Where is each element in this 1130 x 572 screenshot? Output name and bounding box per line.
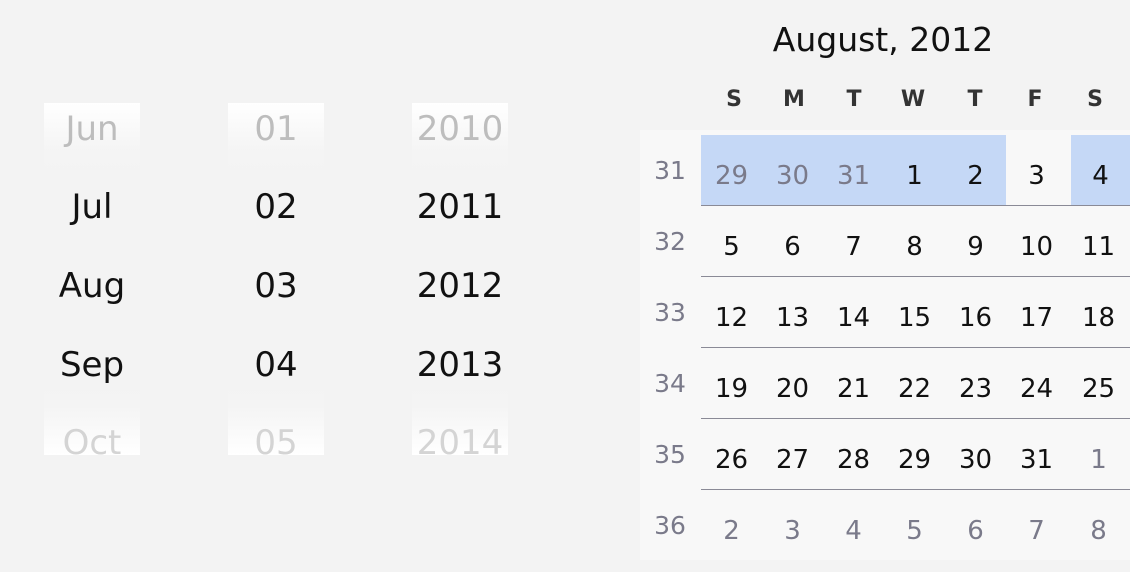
day-cell[interactable]: 14 (836, 303, 871, 333)
day-option-selected[interactable]: 03 (254, 266, 298, 306)
calendar-grid: 31 29 30 31 1 2 3 4 32 5 6 7 8 9 10 11 3… (640, 130, 1130, 560)
day-cell[interactable]: 5 (906, 516, 923, 546)
year-spinner[interactable]: 2010 2011 2012 2013 2014 (412, 103, 508, 463)
day-option-prev[interactable]: 02 (254, 187, 298, 227)
day-cell[interactable]: 8 (906, 232, 923, 262)
weekday-sun: S (726, 87, 742, 112)
day-cell[interactable]: 19 (714, 374, 749, 404)
weekday-fri: F (1027, 87, 1043, 112)
week-number: 31 (654, 156, 686, 185)
day-cell[interactable]: 2 (723, 516, 740, 546)
weekday-wed: W (900, 87, 926, 112)
day-cell[interactable]: 3 (1006, 135, 1067, 205)
day-option-next[interactable]: 04 (254, 345, 298, 385)
month-option-next[interactable]: Sep (59, 345, 125, 385)
day-cell[interactable]: 8 (1090, 516, 1107, 546)
day-cell[interactable]: 6 (784, 232, 801, 262)
day-cell[interactable]: 20 (775, 374, 810, 404)
week-row: 35 26 27 28 29 30 31 1 (640, 419, 1130, 490)
week-divider (701, 347, 1130, 348)
week-number: 36 (654, 511, 686, 540)
day-cell[interactable]: 23 (958, 374, 993, 404)
day-cell[interactable]: 30 (762, 135, 823, 205)
day-cell[interactable]: 2 (945, 135, 1006, 205)
year-option-prev[interactable]: 2011 (416, 187, 504, 227)
day-option-next2[interactable]: 05 (254, 423, 298, 463)
week-row: 36 2 3 4 5 6 7 8 (640, 490, 1130, 561)
month-option-selected[interactable]: Aug (58, 266, 126, 306)
day-cell[interactable]: 31 (1019, 445, 1054, 475)
day-cell[interactable]: 22 (897, 374, 932, 404)
week-number: 35 (654, 440, 686, 469)
day-cell[interactable]: 10 (1019, 232, 1054, 262)
day-cell[interactable]: 9 (967, 232, 984, 262)
week-row: 34 19 20 21 22 23 24 25 (640, 348, 1130, 419)
day-cell[interactable]: 31 (823, 135, 884, 205)
day-cell[interactable]: 28 (836, 445, 871, 475)
week-row: 33 12 13 14 15 16 17 18 (640, 277, 1130, 348)
day-cell[interactable]: 30 (958, 445, 993, 475)
week-divider (701, 205, 1130, 206)
day-cell[interactable]: 15 (897, 303, 932, 333)
day-cell[interactable]: 27 (775, 445, 810, 475)
week-divider (701, 276, 1130, 277)
calendar-month-title-text: August, 2012 (772, 20, 994, 59)
day-cell[interactable]: 4 (1071, 135, 1130, 205)
day-cell[interactable]: 18 (1081, 303, 1116, 333)
month-option-prev[interactable]: Jul (71, 187, 113, 227)
year-option-next[interactable]: 2013 (416, 345, 504, 385)
day-spinner[interactable]: 01 02 03 04 05 (228, 103, 324, 463)
day-cell[interactable]: 1 (884, 135, 945, 205)
calendar-month-title: August, 2012 (640, 20, 1130, 60)
day-option-prev2[interactable]: 01 (254, 109, 298, 149)
calendar-view: August, 2012 S M T W T F S 31 29 30 31 1… (640, 0, 1130, 560)
day-cell[interactable]: 7 (845, 232, 862, 262)
year-option-next2[interactable]: 2014 (416, 423, 504, 463)
day-cell[interactable]: 3 (784, 516, 801, 546)
day-cell[interactable]: 7 (1028, 516, 1045, 546)
day-cell[interactable]: 13 (775, 303, 810, 333)
month-option-prev2[interactable]: Jun (65, 109, 119, 149)
year-option-prev2[interactable]: 2010 (416, 109, 504, 149)
day-cell[interactable]: 6 (967, 516, 984, 546)
day-cell[interactable]: 29 (701, 135, 762, 205)
year-option-selected[interactable]: 2012 (416, 266, 504, 306)
week-number: 33 (654, 298, 686, 327)
month-spinner[interactable]: Jun Jul Aug Sep Oct (44, 103, 140, 463)
day-cell[interactable]: 16 (958, 303, 993, 333)
week-row: 31 29 30 31 1 2 3 4 (640, 135, 1130, 206)
day-cell[interactable]: 29 (897, 445, 932, 475)
week-divider (701, 489, 1130, 490)
week-number: 34 (654, 369, 686, 398)
day-cell[interactable]: 5 (723, 232, 740, 262)
week-divider (701, 418, 1130, 419)
day-cell[interactable]: 24 (1019, 374, 1054, 404)
week-number: 32 (654, 227, 686, 256)
day-cell[interactable]: 21 (836, 374, 871, 404)
month-option-next2[interactable]: Oct (62, 423, 122, 463)
day-cell[interactable]: 11 (1081, 232, 1116, 262)
day-cell[interactable]: 25 (1081, 374, 1116, 404)
day-cell[interactable]: 1 (1090, 445, 1107, 475)
day-cell[interactable]: 26 (714, 445, 749, 475)
weekday-sat: S (1087, 87, 1103, 112)
week-row: 32 5 6 7 8 9 10 11 (640, 206, 1130, 277)
day-cell[interactable]: 4 (845, 516, 862, 546)
weekday-mon: M (783, 87, 805, 112)
weekday-header: S M T W T F S (640, 84, 1130, 116)
weekday-thu: T (967, 87, 983, 112)
weekday-tue: T (846, 87, 862, 112)
day-cell[interactable]: 12 (714, 303, 749, 333)
day-cell[interactable]: 17 (1019, 303, 1054, 333)
